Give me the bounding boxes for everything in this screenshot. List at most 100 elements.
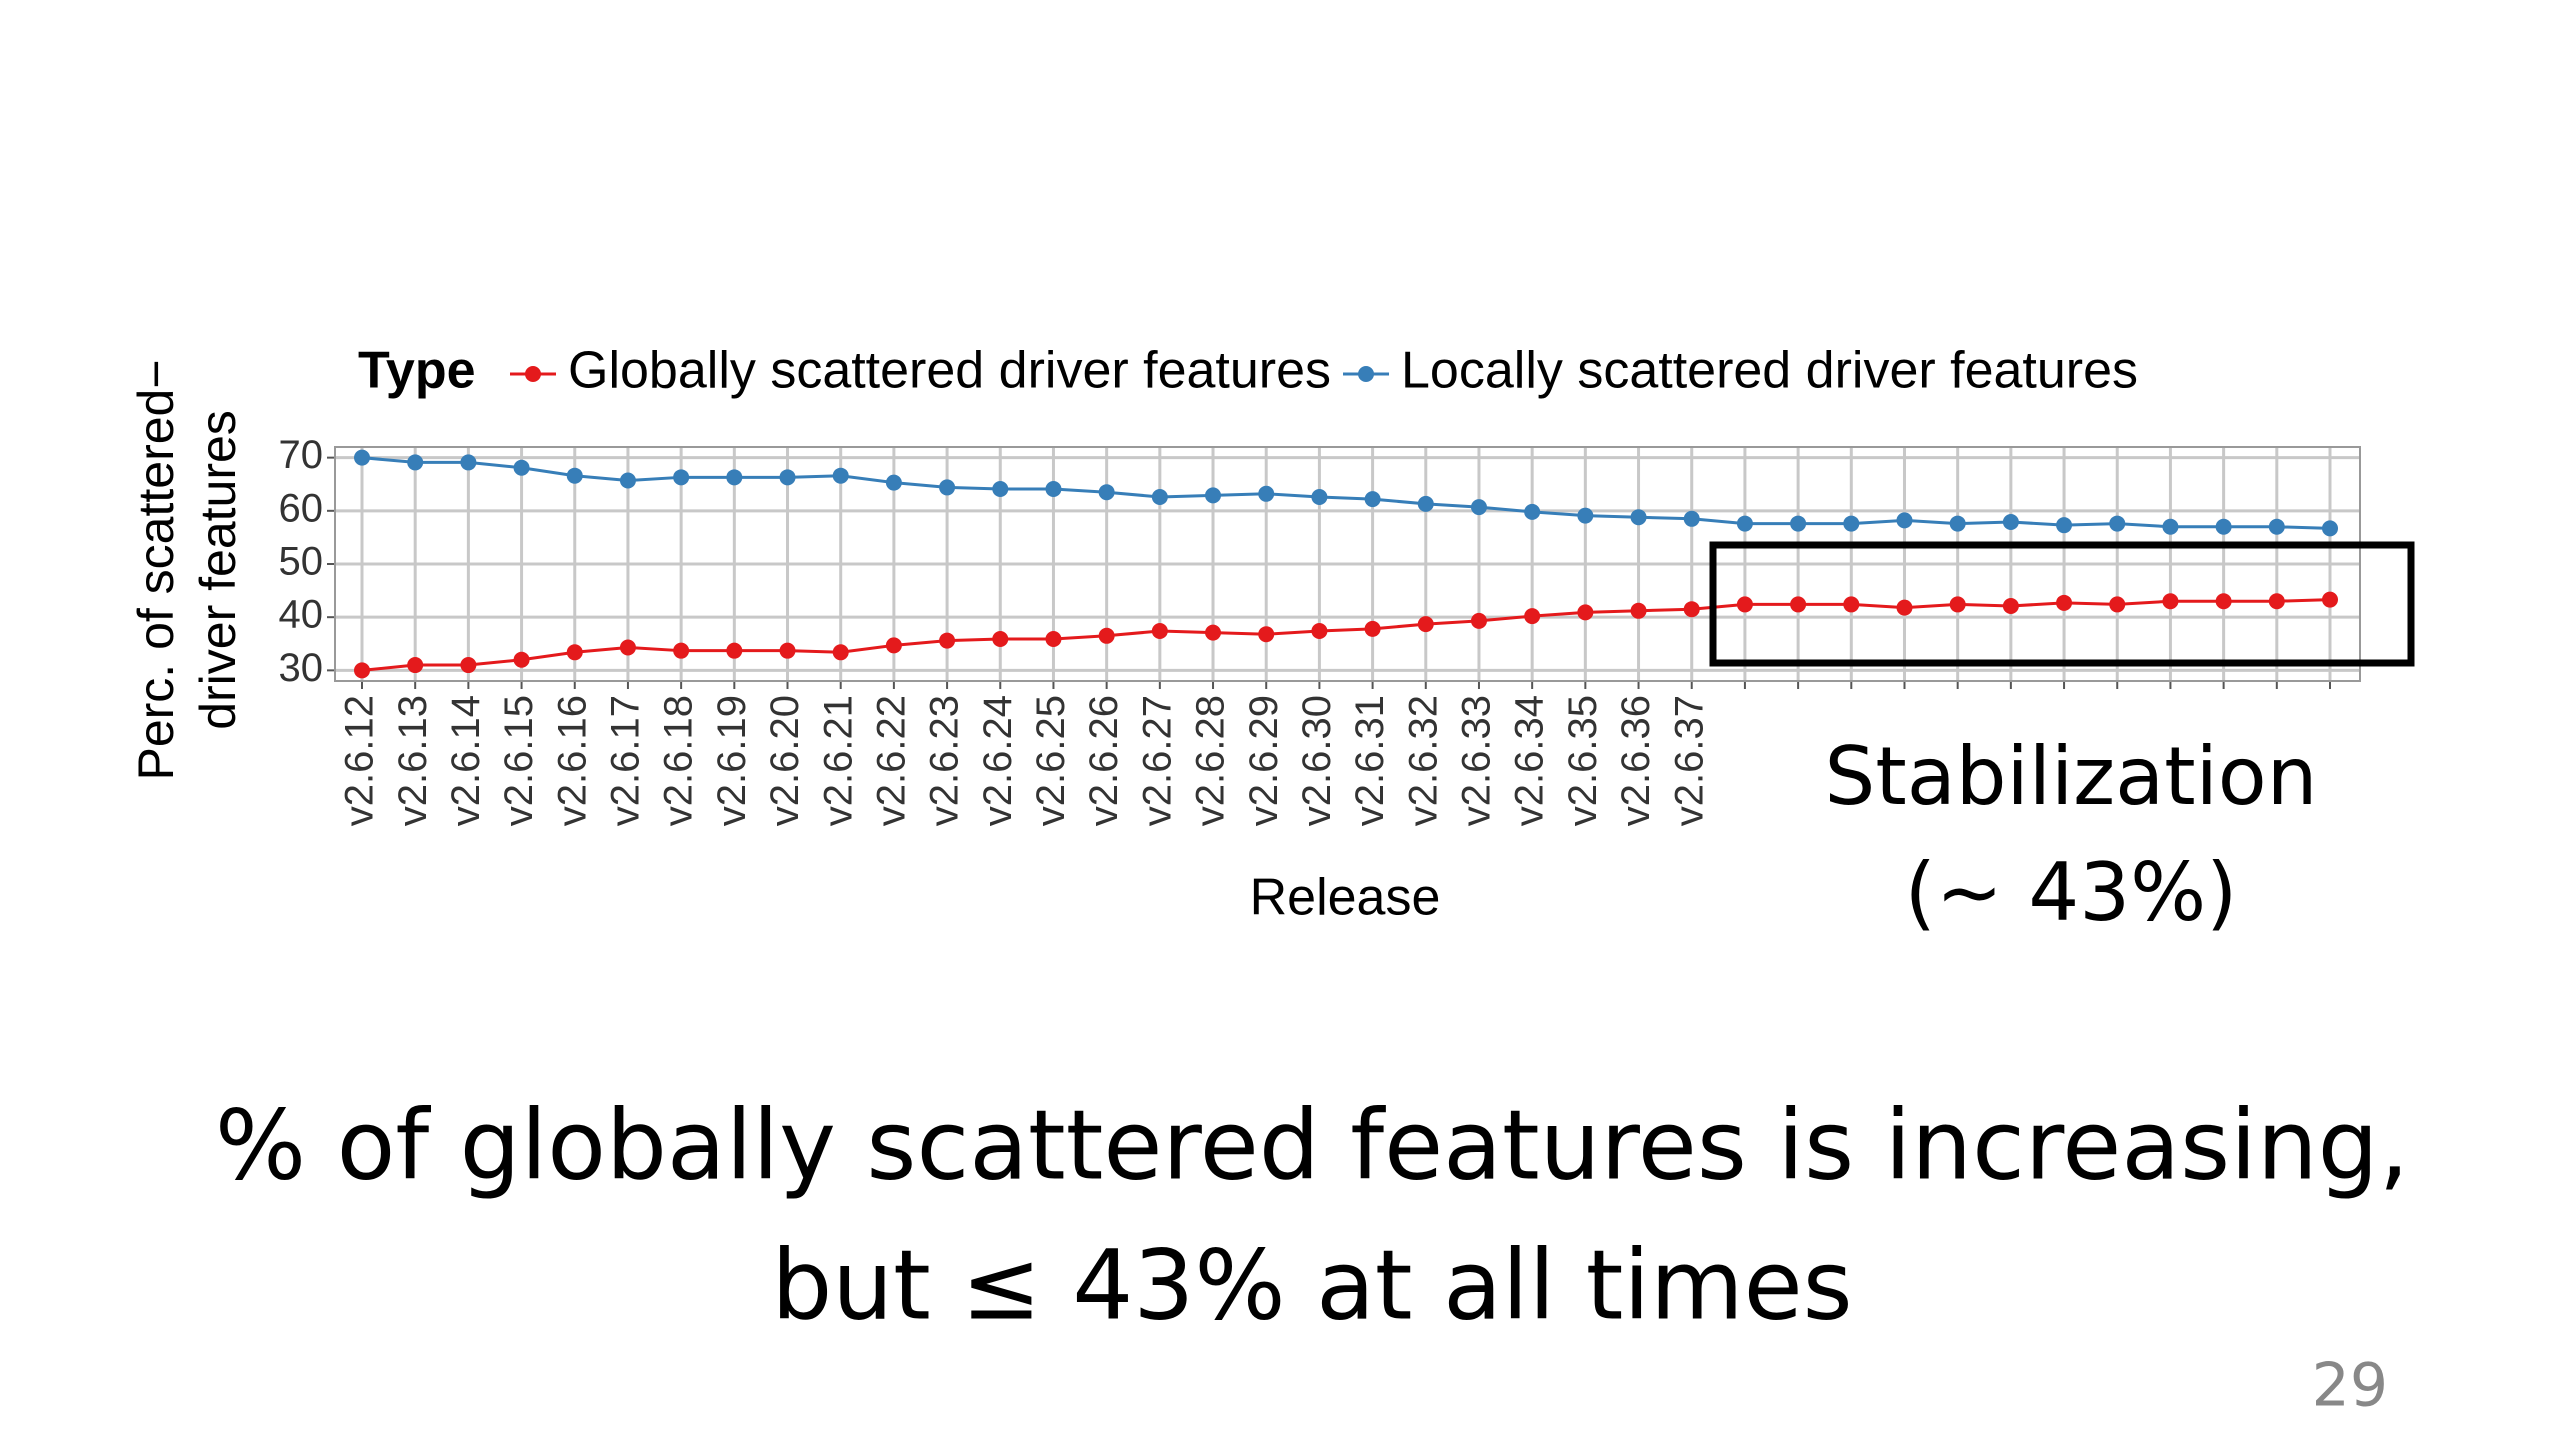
point <box>1949 515 1966 532</box>
x-tick-label: v2.6.28 <box>1189 695 1233 826</box>
page-number: 29 <box>2312 1351 2388 1421</box>
point <box>992 481 1009 498</box>
point <box>1417 495 1434 512</box>
x-tick-label: v2.6.24 <box>976 695 1020 826</box>
y-tick-label: 70 <box>279 433 324 477</box>
point <box>619 472 636 489</box>
point <box>513 459 530 476</box>
point <box>354 662 370 679</box>
point <box>1524 503 1541 520</box>
point <box>1311 623 1328 640</box>
point <box>779 642 796 659</box>
x-tick-label: v2.6.15 <box>497 695 541 826</box>
point <box>1896 512 1913 529</box>
x-tick-label: v2.6.32 <box>1401 695 1445 826</box>
x-tick-label: v2.6.19 <box>710 695 754 826</box>
point <box>1949 596 1966 613</box>
point <box>2322 591 2338 608</box>
y-axis-title: Perc. of scattered− <box>128 359 184 780</box>
point <box>885 637 902 654</box>
point <box>460 454 477 471</box>
series-line <box>361 456 2331 530</box>
legend-label: Globally scattered driver features <box>568 342 1331 400</box>
point <box>726 642 743 659</box>
point <box>1790 596 1807 613</box>
point <box>1683 510 1700 527</box>
point <box>1683 601 1700 618</box>
point <box>2109 515 2126 532</box>
x-tick-label: v2.6.20 <box>763 695 807 826</box>
x-tick-label: v2.6.13 <box>391 695 435 826</box>
y-tick-label: 60 <box>279 486 324 530</box>
point <box>2109 596 2126 613</box>
point <box>1843 515 1860 532</box>
point <box>1470 499 1487 516</box>
point <box>1470 612 1487 629</box>
point <box>992 630 1009 647</box>
point <box>832 467 849 484</box>
point <box>460 657 477 674</box>
x-tick-label: v2.6.26 <box>1082 695 1126 826</box>
x-tick-label: v2.6.22 <box>869 695 913 826</box>
point <box>2056 517 2073 534</box>
legend-key-point <box>1358 366 1375 382</box>
point <box>2215 518 2232 535</box>
point <box>1205 624 1222 641</box>
point <box>1630 602 1647 619</box>
point <box>1790 515 1807 532</box>
point <box>2056 594 2073 611</box>
legend-title: Type <box>358 342 476 400</box>
point <box>513 651 530 668</box>
x-tick-label: v2.6.37 <box>1667 695 1711 826</box>
point <box>1417 616 1434 633</box>
point <box>1896 599 1913 616</box>
point <box>1364 620 1381 637</box>
point <box>1311 488 1328 505</box>
point <box>1151 488 1168 505</box>
point <box>1524 608 1541 625</box>
point <box>354 449 370 466</box>
x-tick-label: v2.6.31 <box>1348 695 1392 826</box>
x-tick-label: v2.6.34 <box>1508 695 1552 826</box>
point <box>1364 491 1381 508</box>
point <box>673 642 690 659</box>
x-tick-label: v2.6.30 <box>1295 695 1339 826</box>
x-tick-label: v2.6.25 <box>1029 695 1073 826</box>
x-tick-label: v2.6.18 <box>657 695 701 826</box>
point <box>1258 485 1275 502</box>
x-tick-label: v2.6.36 <box>1614 695 1658 826</box>
x-axis-title: Release <box>1250 869 1441 927</box>
point <box>1151 623 1168 640</box>
point <box>1736 515 1753 532</box>
point <box>1843 596 1860 613</box>
point <box>2268 593 2285 610</box>
point <box>1736 596 1753 613</box>
series-line <box>361 598 2331 672</box>
point <box>407 454 424 471</box>
x-tick-label: v2.6.17 <box>604 695 648 826</box>
point <box>885 474 902 491</box>
point <box>939 479 956 496</box>
point <box>2002 513 2019 530</box>
point <box>1577 507 1594 524</box>
annotation-box <box>1709 541 2415 667</box>
point <box>779 469 796 486</box>
caption: % of globally scattered features is incr… <box>215 1089 2409 1201</box>
caption: but ≤ 43% at all times <box>771 1229 1852 1341</box>
point <box>939 632 956 649</box>
point <box>2322 520 2338 537</box>
annotation: (~ 43%) <box>1905 846 2238 939</box>
point <box>1630 509 1647 526</box>
point <box>1098 484 1115 501</box>
point <box>673 469 690 486</box>
y-tick-label: 50 <box>279 540 324 584</box>
point <box>726 469 743 486</box>
point <box>2268 518 2285 535</box>
x-tick-label: v2.6.35 <box>1561 695 1605 826</box>
point <box>1577 604 1594 621</box>
x-tick-label: v2.6.33 <box>1455 695 1499 826</box>
point <box>619 639 636 656</box>
